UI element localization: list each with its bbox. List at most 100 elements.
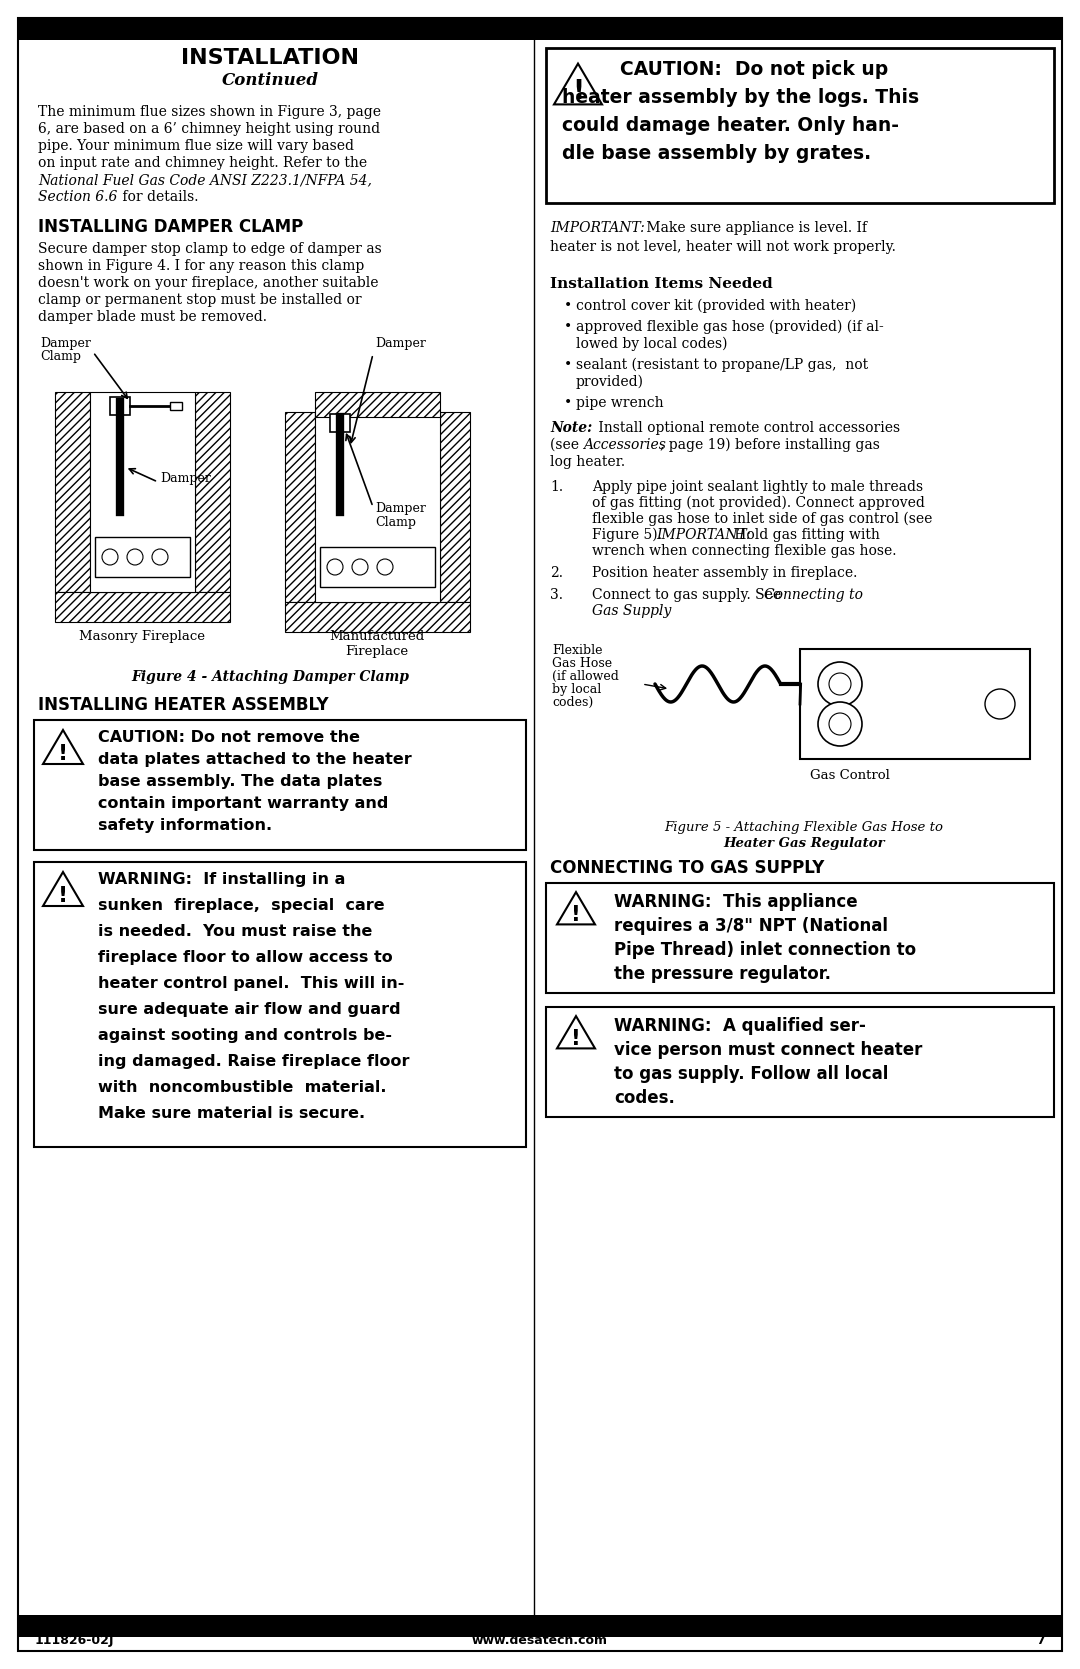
Circle shape [352,559,368,576]
Text: Continued: Continued [221,72,319,88]
Circle shape [985,689,1015,719]
Text: pipe. Your minimum flue size will vary based: pipe. Your minimum flue size will vary b… [38,139,354,154]
Text: 3.: 3. [550,587,563,603]
Bar [95,537,190,577]
Text: Secure damper stop clamp to edge of damper as: Secure damper stop clamp to edge of damp… [38,242,381,255]
Text: Figure 5 - Attaching Flexible Gas Hose to: Figure 5 - Attaching Flexible Gas Hose t… [664,821,944,834]
Text: !: ! [58,744,68,764]
Bar [55,592,230,623]
Text: 6, are based on a 6’ chimney height using round: 6, are based on a 6’ chimney height usin… [38,122,380,135]
Text: log heater.: log heater. [550,456,625,469]
Bar [800,649,1030,759]
Text: 2.: 2. [550,566,563,581]
Text: Damper: Damper [160,472,211,486]
Circle shape [377,559,393,576]
Text: Damper: Damper [375,502,426,516]
Circle shape [829,713,851,734]
Text: wrench when connecting flexible gas hose.: wrench when connecting flexible gas hose… [592,544,896,557]
Bar [195,392,230,592]
Text: Note:: Note: [550,421,592,436]
Text: ing damaged. Raise fireplace floor: ing damaged. Raise fireplace floor [98,1055,409,1070]
Text: safety information.: safety information. [98,818,272,833]
Text: on input rate and chimney height. Refer to the: on input rate and chimney height. Refer … [38,155,367,170]
Bar [285,603,470,633]
Bar [440,412,470,603]
Text: could damage heater. Only han-: could damage heater. Only han- [562,117,899,135]
Text: www.desatech.com: www.desatech.com [472,1634,608,1647]
Text: WARNING:  A qualified ser-: WARNING: A qualified ser- [615,1016,866,1035]
Text: !: ! [572,80,584,105]
Text: National Fuel Gas Code ANSI Z223.1/NFPA 54,: National Fuel Gas Code ANSI Z223.1/NFPA … [38,174,372,187]
Text: Clamp: Clamp [375,516,416,529]
Text: data plates attached to the heater: data plates attached to the heater [98,753,411,768]
Text: pipe wrench: pipe wrench [576,396,663,411]
Bar [90,392,195,592]
Text: Gas Supply: Gas Supply [592,604,672,618]
Text: heater is not level, heater will not work properly.: heater is not level, heater will not wor… [550,240,896,254]
Circle shape [818,663,862,706]
Text: sunken  fireplace,  special  care: sunken fireplace, special care [98,898,384,913]
Text: Position heater assembly in fireplace.: Position heater assembly in fireplace. [592,566,858,581]
Text: heater assembly by the logs. This: heater assembly by the logs. This [562,88,919,107]
Text: Make sure material is secure.: Make sure material is secure. [98,1107,365,1122]
Bar [18,1616,1062,1637]
Bar [110,397,130,416]
Text: CAUTION: Do not remove the: CAUTION: Do not remove the [98,729,360,744]
Text: with  noncombustible  material.: with noncombustible material. [98,1080,387,1095]
Text: sealant (resistant to propane/LP gas,  not: sealant (resistant to propane/LP gas, no… [576,357,868,372]
Text: Masonry Fireplace: Masonry Fireplace [79,629,205,643]
Text: Heater Gas Regulator: Heater Gas Regulator [724,836,885,850]
Text: codes.: codes. [615,1088,675,1107]
Text: IMPORTANT:: IMPORTANT: [550,220,645,235]
Text: Pipe Thread) inlet connection to: Pipe Thread) inlet connection to [615,941,916,960]
Text: for details.: for details. [118,190,199,204]
Polygon shape [43,871,83,906]
Bar [330,414,350,432]
Text: Fireplace: Fireplace [346,644,408,658]
Text: Figure 4 - Attaching Damper Clamp: Figure 4 - Attaching Damper Clamp [131,669,409,684]
Text: , page 19) before installing gas: , page 19) before installing gas [660,437,880,452]
Text: Install optional remote control accessories: Install optional remote control accessor… [594,421,900,436]
Text: •: • [564,299,572,314]
Text: WARNING:  If installing in a: WARNING: If installing in a [98,871,346,886]
Circle shape [102,549,118,566]
Circle shape [327,559,343,576]
Text: The minimum flue sizes shown in Figure 3, page: The minimum flue sizes shown in Figure 3… [38,105,381,118]
Text: Figure 5).: Figure 5). [592,527,666,542]
Text: IMPORTANT:: IMPORTANT: [656,527,751,542]
Text: clamp or permanent stop must be installed or: clamp or permanent stop must be installe… [38,294,362,307]
Text: doesn't work on your fireplace, another suitable: doesn't work on your fireplace, another … [38,275,378,290]
Polygon shape [43,729,83,764]
Text: Section 6.6: Section 6.6 [38,190,118,204]
Text: •: • [564,320,572,334]
Bar [18,18,1062,40]
Text: sure adequate air flow and guard: sure adequate air flow and guard [98,1001,401,1016]
Polygon shape [554,63,602,105]
Text: Make sure appliance is level. If: Make sure appliance is level. If [642,220,867,235]
Text: !: ! [571,905,581,925]
Bar [315,412,440,603]
Polygon shape [557,893,595,925]
Circle shape [829,673,851,694]
Text: Damper: Damper [375,337,426,350]
Bar [170,402,183,411]
Text: (if allowed: (if allowed [552,669,619,683]
Bar [33,719,526,850]
Text: INSTALLING DAMPER CLAMP: INSTALLING DAMPER CLAMP [38,219,303,235]
Text: Gas Hose: Gas Hose [552,658,612,669]
Text: INSTALLATION: INSTALLATION [181,48,359,68]
Text: damper blade must be removed.: damper blade must be removed. [38,310,267,324]
Text: Clamp: Clamp [40,350,81,362]
Polygon shape [557,1016,595,1048]
Text: INSTALLING HEATER ASSEMBLY: INSTALLING HEATER ASSEMBLY [38,696,328,714]
Text: (see: (see [550,437,583,452]
Bar [285,412,315,603]
Circle shape [152,549,168,566]
Bar [546,1006,1054,1117]
Text: by local: by local [552,683,602,696]
Bar [55,392,90,592]
Text: codes): codes) [552,696,593,709]
Text: CONNECTING TO GAS SUPPLY: CONNECTING TO GAS SUPPLY [550,860,824,876]
Text: is needed.  You must raise the: is needed. You must raise the [98,925,373,940]
Text: vice person must connect heater: vice person must connect heater [615,1041,922,1060]
